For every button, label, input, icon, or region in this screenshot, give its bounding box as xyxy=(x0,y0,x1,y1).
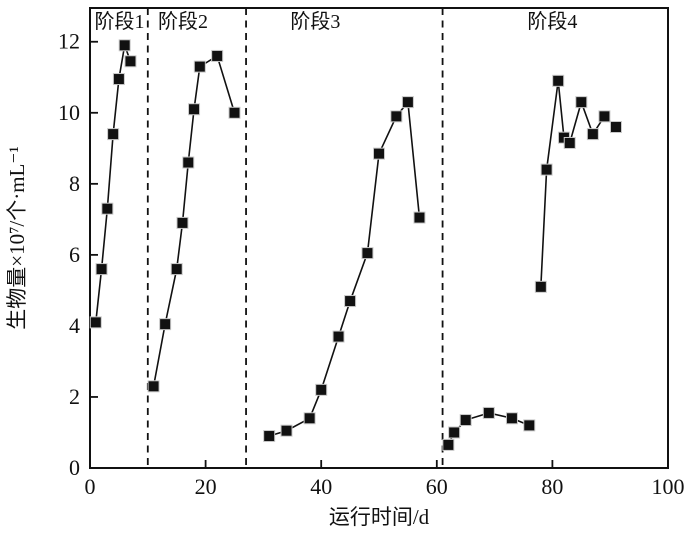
data-point-marker xyxy=(95,263,108,276)
x-tick-label: 60 xyxy=(426,474,448,499)
data-point-marker xyxy=(147,380,160,393)
data-point-marker xyxy=(505,412,518,425)
data-point-marker xyxy=(188,103,201,116)
data-point-marker xyxy=(332,330,345,343)
data-point-marker xyxy=(413,211,426,224)
data-point-marker xyxy=(401,96,414,109)
data-point-marker xyxy=(390,110,403,123)
y-tick-label: 0 xyxy=(69,455,80,480)
y-axis-label: 生物量×10⁷/个·mL⁻¹ xyxy=(5,146,29,330)
data-point-marker xyxy=(598,110,611,123)
data-point-marker xyxy=(280,424,293,437)
y-tick-label: 6 xyxy=(69,242,80,267)
data-point-marker xyxy=(540,163,553,176)
y-tick-label: 4 xyxy=(69,313,80,338)
data-point-marker xyxy=(170,263,183,276)
data-point-marker xyxy=(482,406,495,419)
data-point-marker xyxy=(563,136,576,149)
phase-label-3: 阶段3 xyxy=(290,10,340,33)
series-line-1 xyxy=(94,42,132,323)
data-point-marker xyxy=(124,55,137,68)
data-point-marker xyxy=(534,280,547,293)
data-point-marker xyxy=(118,39,131,52)
data-point-marker xyxy=(182,156,195,169)
x-tick-label: 80 xyxy=(541,474,563,499)
x-tick-label: 40 xyxy=(310,474,332,499)
plot-frame xyxy=(89,7,669,469)
y-tick-label: 10 xyxy=(58,100,80,125)
data-point-marker xyxy=(459,414,472,427)
data-point-marker xyxy=(373,147,385,160)
y-tick-label: 12 xyxy=(58,29,80,54)
data-point-marker xyxy=(303,412,316,425)
data-point-marker xyxy=(361,247,374,260)
phase-label-2: 阶段2 xyxy=(158,10,208,33)
data-point-marker xyxy=(228,106,241,119)
data-point-marker xyxy=(552,74,565,87)
data-point-marker xyxy=(263,430,276,443)
x-tick-label: 0 xyxy=(85,474,96,499)
phase-label-1: 阶段1 xyxy=(94,10,144,33)
data-point-marker xyxy=(442,438,455,451)
data-point-marker xyxy=(193,60,206,73)
data-point-marker xyxy=(159,318,172,331)
data-point-marker xyxy=(112,73,125,86)
y-tick-label: 2 xyxy=(69,384,80,409)
data-point-marker xyxy=(609,120,622,133)
data-point-marker xyxy=(176,216,189,229)
phase-label-4: 阶段4 xyxy=(527,10,577,33)
data-point-marker xyxy=(344,295,357,308)
data-point-marker xyxy=(575,96,588,109)
data-point-marker xyxy=(211,49,224,62)
data-point-marker xyxy=(523,419,536,432)
data-point-marker xyxy=(89,316,102,329)
data-point-marker xyxy=(586,128,599,141)
data-point-marker xyxy=(448,426,461,439)
x-tick-label: 20 xyxy=(195,474,217,499)
data-point-marker xyxy=(315,383,328,396)
y-tick-label: 8 xyxy=(69,171,80,196)
x-tick-label: 100 xyxy=(652,474,685,499)
data-point-marker xyxy=(101,202,114,215)
x-axis-label: 运行时间/d xyxy=(329,505,430,529)
series-line-3 xyxy=(268,100,421,437)
data-point-marker xyxy=(107,128,120,141)
